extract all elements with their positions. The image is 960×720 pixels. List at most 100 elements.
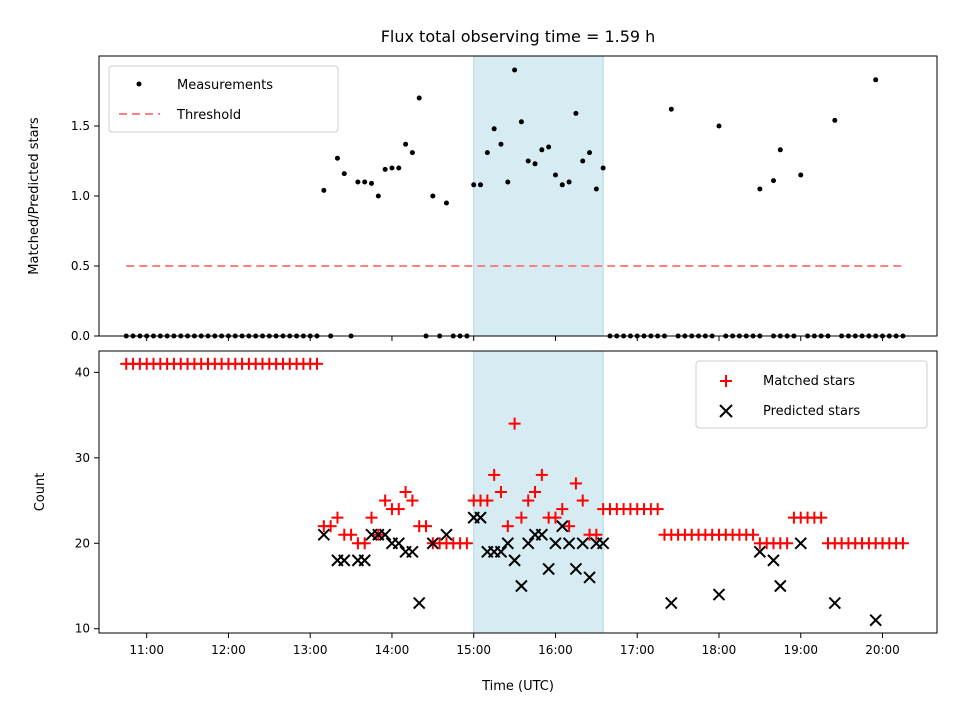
- x-tick-label: 19:00: [783, 643, 818, 657]
- legend-measurements-marker: [136, 81, 142, 87]
- measurement-point: [396, 165, 402, 171]
- y-tick-label: 1.0: [71, 189, 90, 203]
- measurement-point: [362, 179, 368, 185]
- matched-star-point: [331, 511, 344, 524]
- predicted-star-point: [767, 554, 780, 567]
- x-tick-label: 12:00: [211, 643, 246, 657]
- matched-star-point: [529, 486, 542, 498]
- predicted-star-point: [556, 519, 569, 533]
- measurement-point: [798, 172, 804, 178]
- x-tick-label: 17:00: [620, 643, 655, 657]
- legend-measurements-label: Measurements: [177, 78, 273, 93]
- measurement-point: [505, 179, 511, 185]
- legend-predicted-marker: [719, 404, 733, 418]
- measurement-point: [471, 182, 477, 188]
- panel-counts: 11:00 12:00 13:00 14:00 15:00 16:00 17:00 18:00…: [33, 350, 938, 694]
- matched-star-point: [345, 528, 358, 541]
- y-tick-label: 20: [75, 536, 90, 550]
- matched-star-point: [379, 494, 392, 507]
- predicted-star-point: [794, 537, 807, 550]
- matched-star-point: [324, 520, 337, 533]
- legend-top: Measurements Threshold: [108, 65, 339, 133]
- measurement-point: [600, 165, 606, 171]
- measurement-point: [559, 182, 565, 188]
- matched-star-point: [781, 537, 794, 550]
- predicted-star-point: [562, 537, 576, 550]
- measurement-point: [491, 126, 497, 132]
- matched-star-point: [747, 528, 760, 541]
- predicted-star-point: [406, 545, 419, 559]
- x-tick-label: 18:00: [702, 643, 737, 657]
- matched-star-point: [549, 511, 562, 524]
- plot-area-top: [98, 55, 938, 337]
- measurement-point: [587, 150, 593, 156]
- x-tick-label: 14:00: [375, 643, 410, 657]
- y-axis-label-bottom: Count: [33, 473, 48, 512]
- predicted-star-point: [549, 537, 562, 550]
- measurement-point: [355, 179, 361, 185]
- measurement-point: [443, 200, 449, 206]
- measurement-point: [430, 193, 436, 199]
- y-axis-label-top: Matched/Predicted stars: [27, 117, 42, 275]
- measurement-point: [369, 180, 375, 186]
- matched-star-point: [406, 494, 419, 507]
- matched-star-point: [535, 468, 548, 481]
- x-tick-label: 16:00: [538, 643, 573, 657]
- predicted-star-point: [515, 579, 528, 593]
- predicted-star-point: [535, 528, 549, 541]
- measurement-point: [580, 158, 586, 164]
- measurement-point: [341, 171, 347, 177]
- matched-star-point: [358, 537, 371, 550]
- measurement-point: [512, 67, 518, 73]
- legend-matched-label: Matched stars: [763, 374, 855, 389]
- predicted-star-point: [508, 554, 521, 567]
- measurement-point: [334, 155, 340, 161]
- predicted-star-point: [828, 596, 842, 610]
- measurement-point: [546, 144, 552, 150]
- plot-area-bottom: [98, 350, 938, 634]
- predicted-star-point: [426, 537, 440, 550]
- y-tick-label: 10: [75, 622, 90, 636]
- measurement-point: [532, 161, 538, 167]
- predicted-star-point: [392, 537, 405, 550]
- x-ticks-bottom: 11:00 12:00 13:00 14:00 15:00 16:00 17:00 18:00…: [129, 633, 900, 657]
- predicted-star-point: [378, 528, 392, 541]
- matched-star-point: [488, 468, 501, 481]
- y-ticks-bottom: 10 20 30 40: [75, 365, 99, 636]
- matched-star-point: [392, 503, 405, 516]
- measurement-point: [757, 186, 763, 192]
- measurement-point: [375, 193, 381, 199]
- shaded-interval-top: [473, 55, 604, 337]
- x-tick-label: 20:00: [865, 643, 900, 657]
- predicted-star-point: [440, 528, 453, 541]
- matched-star-point: [399, 486, 412, 498]
- matched-star-point: [556, 503, 569, 516]
- predicted-star-point: [413, 596, 426, 610]
- measurement-point: [716, 123, 722, 129]
- predicted-star-point: [522, 537, 535, 550]
- matched-star-point: [515, 511, 528, 524]
- matched-star-point: [481, 494, 494, 507]
- predicted-star-point: [774, 579, 787, 593]
- count-points: [120, 357, 909, 627]
- x-tick-label: 13:00: [293, 643, 328, 657]
- measurement-point: [873, 77, 879, 83]
- measurement-point: [668, 106, 674, 112]
- matched-star-point: [522, 494, 535, 507]
- legend-box-bottom: [695, 360, 928, 429]
- matched-star-point: [896, 537, 909, 550]
- panel-ratio: 0.0 0.5 1.0 1.5 Matched/Predicted stars Mea…: [27, 55, 938, 343]
- measurement-point: [416, 95, 422, 101]
- legend-matched-marker: [720, 375, 732, 387]
- predicted-star-point: [338, 554, 351, 567]
- matched-star-point: [569, 477, 582, 490]
- measurement-point: [518, 119, 524, 125]
- y-tick-label: 30: [75, 451, 90, 465]
- measurement-point: [770, 178, 776, 184]
- measurement-point: [484, 150, 490, 156]
- chart-title: Flux total observing time = 1.59 h: [381, 27, 656, 46]
- predicted-star-point: [753, 545, 767, 559]
- predicted-star-point: [494, 545, 508, 559]
- measurement-point: [777, 147, 783, 153]
